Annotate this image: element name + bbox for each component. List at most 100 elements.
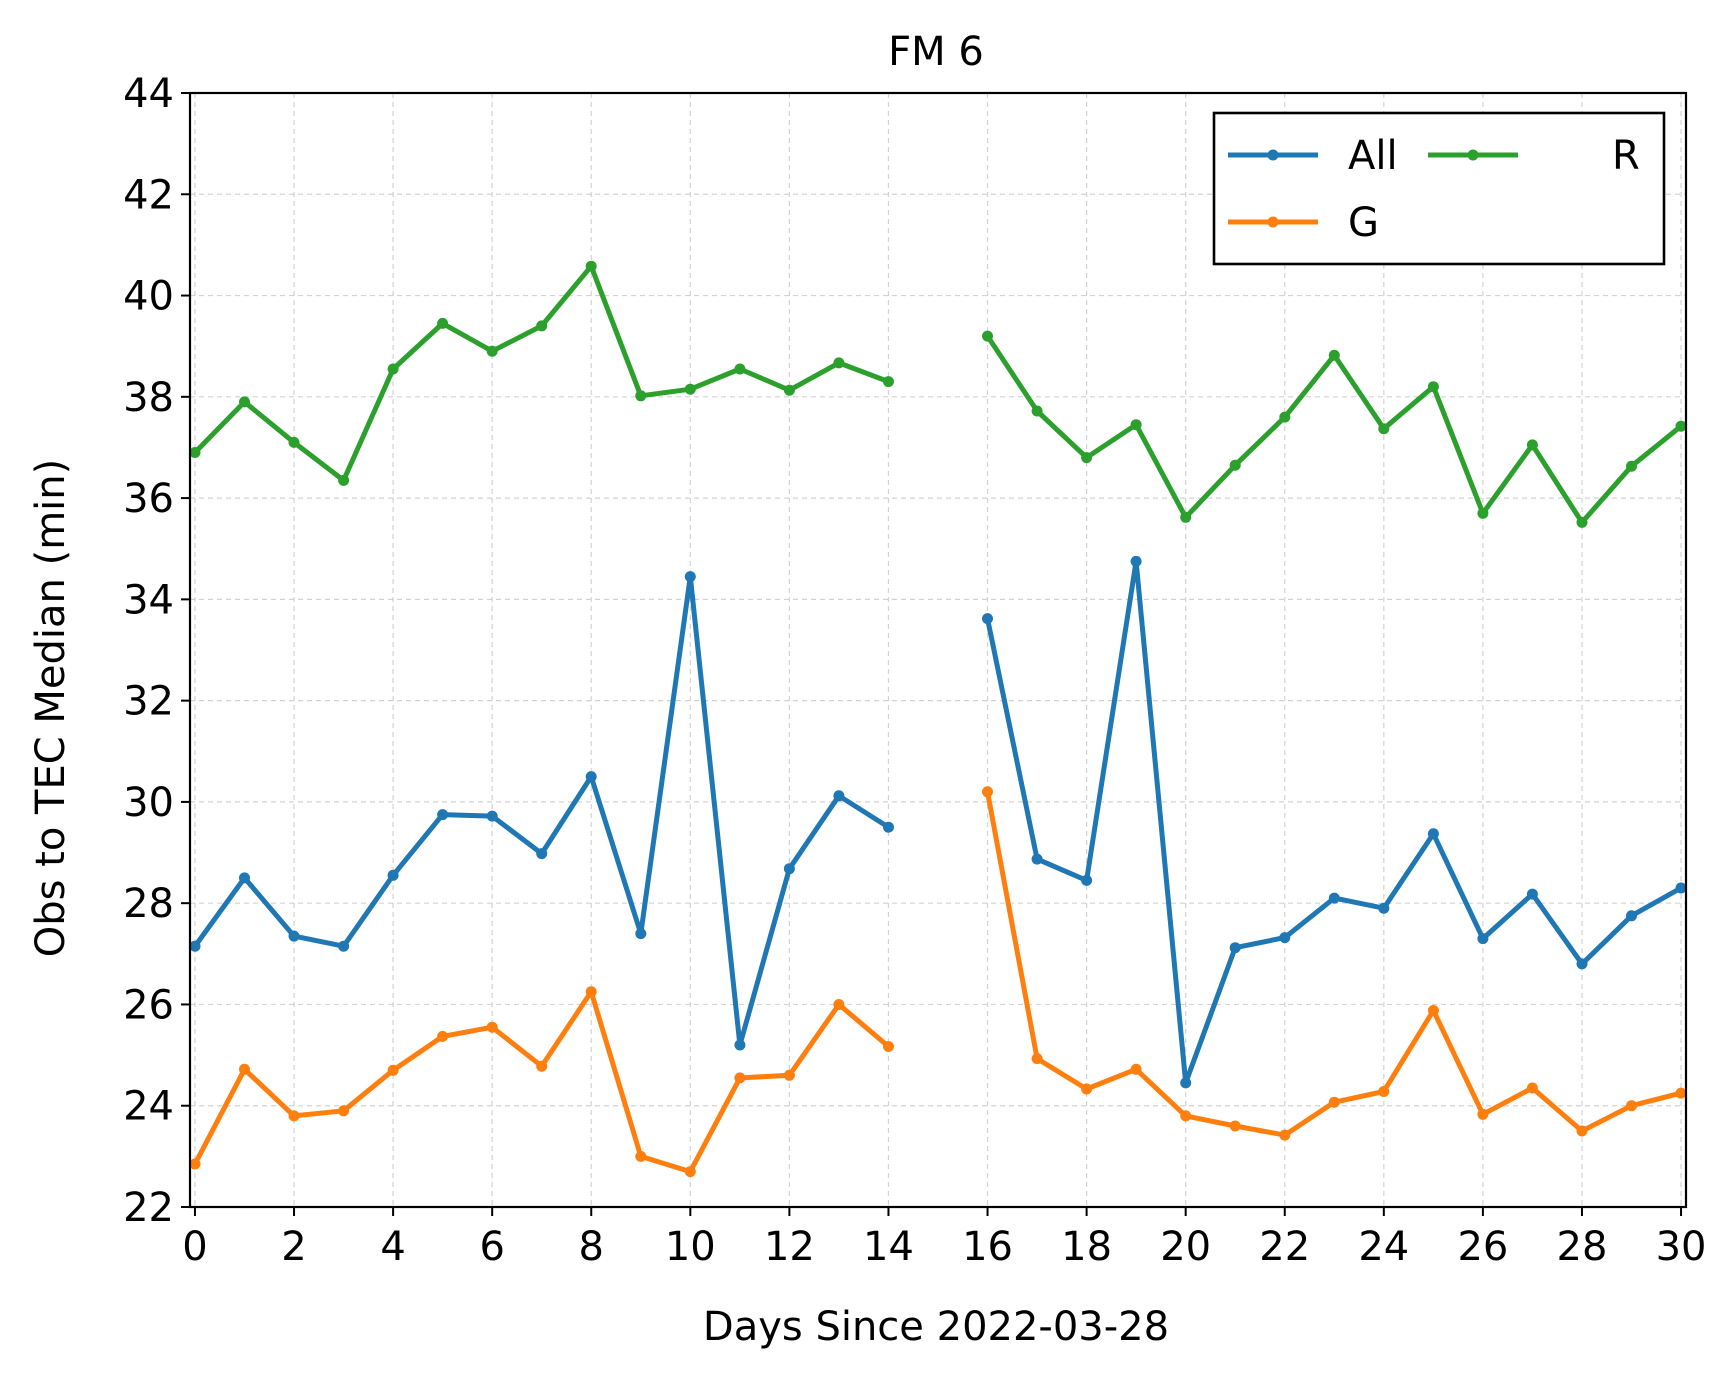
data-point-all — [1626, 910, 1637, 922]
data-point-r — [338, 474, 350, 486]
data-point-all — [437, 809, 449, 821]
data-point-r — [189, 447, 201, 458]
data-point-r — [1477, 507, 1489, 519]
y-tick-label: 22 — [123, 1185, 174, 1231]
data-point-r — [437, 317, 449, 329]
y-tick-label: 34 — [123, 577, 174, 623]
data-point-g — [536, 1060, 548, 1072]
data-point-g — [982, 786, 993, 798]
data-point-r — [1279, 411, 1291, 423]
data-point-g — [486, 1021, 498, 1033]
data-point-g — [1576, 1125, 1588, 1137]
legend-label-all: All — [1348, 133, 1398, 179]
data-point-r — [387, 363, 399, 375]
y-tick-label: 24 — [123, 1084, 174, 1130]
data-point-r — [833, 357, 845, 369]
data-point-r — [288, 436, 300, 448]
x-tick-label: 14 — [863, 1224, 914, 1270]
data-point-g — [189, 1158, 201, 1170]
x-tick-label: 26 — [1457, 1224, 1508, 1270]
data-point-g — [1526, 1082, 1538, 1094]
series-g — [189, 786, 1687, 1178]
legend-box — [1212, 111, 1666, 266]
data-point-r — [486, 345, 498, 357]
data-point-g — [1427, 1005, 1439, 1016]
data-point-g — [1180, 1110, 1192, 1122]
data-point-all — [635, 928, 647, 940]
data-point-g — [783, 1069, 795, 1081]
series-layer — [189, 260, 1687, 1178]
x-tick-label: 6 — [479, 1224, 504, 1270]
x-tick-label: 2 — [281, 1224, 306, 1270]
legend-marker-all — [1267, 149, 1279, 161]
data-point-all — [536, 848, 548, 860]
data-point-all — [833, 790, 845, 802]
data-point-all — [1576, 958, 1588, 970]
data-point-r — [1626, 460, 1637, 472]
x-tick-label: 10 — [665, 1224, 716, 1270]
data-point-r — [734, 363, 746, 375]
legend-label-g: G — [1348, 200, 1379, 246]
data-point-all — [734, 1039, 746, 1051]
chart-title: FM 6 — [888, 29, 984, 75]
series-all — [189, 555, 1687, 1089]
data-point-r — [1031, 405, 1043, 417]
y-tick-label: 30 — [123, 780, 174, 826]
data-point-all — [486, 810, 498, 822]
data-point-g — [239, 1063, 250, 1075]
data-point-r — [635, 390, 647, 402]
data-point-r — [1229, 459, 1241, 471]
data-point-g — [1477, 1108, 1489, 1120]
data-point-g — [684, 1166, 696, 1178]
data-point-all — [1180, 1077, 1192, 1089]
data-point-all — [1279, 932, 1291, 944]
data-point-g — [1328, 1096, 1340, 1108]
data-point-r — [1328, 349, 1340, 361]
data-point-all — [1031, 853, 1043, 865]
legend: All G R — [1212, 111, 1666, 266]
data-point-r — [1675, 420, 1687, 432]
y-tick-label: 42 — [123, 172, 174, 218]
data-point-r — [1081, 452, 1093, 464]
data-point-all — [1675, 882, 1687, 894]
data-point-all — [1130, 555, 1142, 567]
data-point-all — [783, 863, 795, 875]
y-tick-label: 44 — [123, 71, 174, 117]
data-point-g — [1081, 1083, 1093, 1095]
data-point-r — [239, 396, 250, 408]
x-tick-label: 20 — [1160, 1224, 1211, 1270]
data-point-g — [1675, 1087, 1687, 1099]
data-point-g — [1130, 1063, 1142, 1075]
x-tick-label: 12 — [764, 1224, 815, 1270]
y-tick-label: 38 — [123, 375, 174, 421]
data-point-g — [437, 1030, 449, 1042]
data-point-all — [982, 613, 993, 625]
data-point-g — [883, 1041, 894, 1052]
data-point-g — [734, 1072, 746, 1084]
data-point-r — [1427, 381, 1439, 393]
legend-marker-g — [1267, 216, 1279, 228]
x-tick-label: 0 — [182, 1224, 207, 1270]
data-point-g — [1031, 1053, 1043, 1065]
data-point-g — [635, 1150, 647, 1162]
x-tick-label: 24 — [1358, 1224, 1409, 1270]
data-point-g — [288, 1110, 300, 1122]
data-point-g — [1229, 1120, 1241, 1132]
grid — [190, 92, 1686, 1208]
data-point-all — [684, 571, 696, 583]
data-point-all — [883, 821, 894, 833]
data-point-all — [338, 940, 350, 952]
data-point-all — [1378, 902, 1390, 914]
x-tick-label: 30 — [1656, 1224, 1707, 1270]
legend-label-r: R — [1612, 133, 1640, 179]
data-point-g — [1626, 1100, 1637, 1112]
x-tick-label: 8 — [579, 1224, 604, 1270]
data-point-all — [1526, 888, 1538, 900]
data-point-r — [1576, 516, 1588, 528]
x-tick-label: 4 — [380, 1224, 405, 1270]
data-point-g — [1279, 1129, 1291, 1141]
data-point-r — [536, 320, 548, 332]
legend-entry-r: R — [1428, 133, 1640, 179]
y-tick-label: 32 — [123, 679, 174, 725]
data-point-g — [387, 1064, 399, 1076]
